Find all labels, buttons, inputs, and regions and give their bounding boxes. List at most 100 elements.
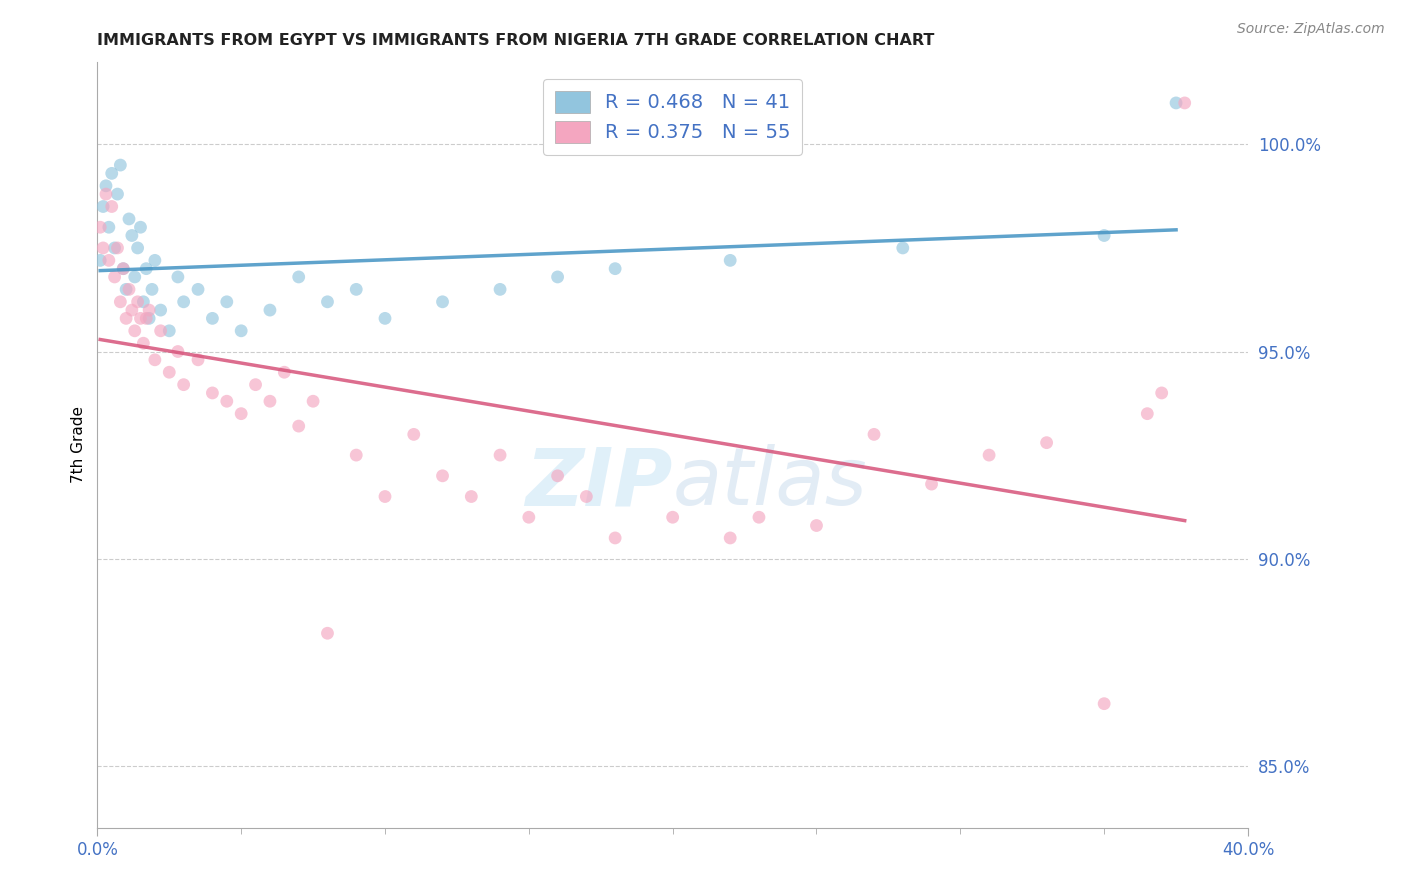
Point	[127, 294, 149, 309]
Point	[135, 261, 157, 276]
Point	[97, 253, 120, 268]
Point	[167, 269, 190, 284]
Point	[112, 261, 135, 276]
Point	[100, 166, 122, 180]
Point	[374, 311, 396, 326]
Point	[118, 282, 141, 296]
Point	[517, 510, 540, 524]
Point	[921, 477, 943, 491]
Point	[149, 324, 172, 338]
Point	[138, 303, 160, 318]
Point	[891, 241, 914, 255]
Point	[316, 294, 339, 309]
Point	[143, 253, 166, 268]
Point	[118, 211, 141, 226]
Point	[1035, 435, 1057, 450]
Point	[259, 303, 281, 318]
Point	[316, 626, 339, 640]
Point	[231, 407, 253, 421]
Point	[115, 282, 138, 296]
Point	[143, 352, 166, 367]
Point	[167, 344, 190, 359]
Point	[104, 241, 127, 255]
Point	[489, 448, 512, 462]
Point	[115, 311, 138, 326]
Point	[107, 187, 129, 202]
Point	[215, 394, 238, 409]
Point	[94, 178, 117, 193]
Point	[344, 282, 367, 296]
Point	[89, 220, 111, 235]
Point	[129, 311, 152, 326]
Point	[231, 324, 253, 338]
Point	[135, 311, 157, 326]
Point	[273, 365, 295, 379]
Point	[107, 241, 129, 255]
Point	[121, 303, 143, 318]
Point	[149, 303, 172, 318]
Point	[806, 518, 828, 533]
Point	[157, 365, 180, 379]
Point	[547, 269, 569, 284]
Point	[187, 282, 209, 296]
Point	[100, 200, 122, 214]
Point	[129, 220, 152, 235]
Point	[863, 427, 886, 442]
Point	[460, 490, 482, 504]
Point	[1174, 95, 1197, 110]
Point	[1150, 386, 1173, 401]
Text: IMMIGRANTS FROM EGYPT VS IMMIGRANTS FROM NIGERIA 7TH GRADE CORRELATION CHART: IMMIGRANTS FROM EGYPT VS IMMIGRANTS FROM…	[97, 33, 935, 48]
Point	[110, 294, 132, 309]
Point	[977, 448, 1000, 462]
Point	[138, 311, 160, 326]
Point	[112, 261, 135, 276]
Point	[187, 352, 209, 367]
Point	[1136, 407, 1159, 421]
Point	[124, 269, 146, 284]
Point	[432, 468, 454, 483]
Point	[97, 220, 120, 235]
Point	[718, 531, 741, 545]
Point	[489, 282, 512, 296]
Point	[1164, 95, 1187, 110]
Text: Source: ZipAtlas.com: Source: ZipAtlas.com	[1237, 22, 1385, 37]
Point	[132, 336, 155, 351]
Point	[104, 269, 127, 284]
Point	[547, 468, 569, 483]
Point	[121, 228, 143, 243]
Point	[124, 324, 146, 338]
Point	[89, 253, 111, 268]
Point	[173, 294, 195, 309]
Text: ZIP: ZIP	[526, 444, 672, 522]
Point	[402, 427, 425, 442]
Point	[605, 531, 627, 545]
Point	[173, 377, 195, 392]
Point	[245, 377, 267, 392]
Point	[287, 269, 309, 284]
Point	[718, 253, 741, 268]
Point	[127, 241, 149, 255]
Point	[141, 282, 163, 296]
Point	[575, 490, 598, 504]
Point	[432, 294, 454, 309]
Point	[374, 490, 396, 504]
Point	[344, 448, 367, 462]
Point	[215, 294, 238, 309]
Point	[132, 294, 155, 309]
Text: atlas: atlas	[672, 444, 868, 522]
Point	[91, 241, 114, 255]
Point	[661, 510, 683, 524]
Point	[110, 158, 132, 172]
Point	[94, 187, 117, 202]
Point	[1092, 697, 1115, 711]
Point	[201, 386, 224, 401]
Point	[157, 324, 180, 338]
Point	[748, 510, 770, 524]
Y-axis label: 7th Grade: 7th Grade	[72, 406, 86, 483]
Point	[201, 311, 224, 326]
Legend: R = 0.468   N = 41, R = 0.375   N = 55: R = 0.468 N = 41, R = 0.375 N = 55	[543, 78, 803, 155]
Point	[1092, 228, 1115, 243]
Point	[259, 394, 281, 409]
Point	[287, 419, 309, 434]
Point	[91, 200, 114, 214]
